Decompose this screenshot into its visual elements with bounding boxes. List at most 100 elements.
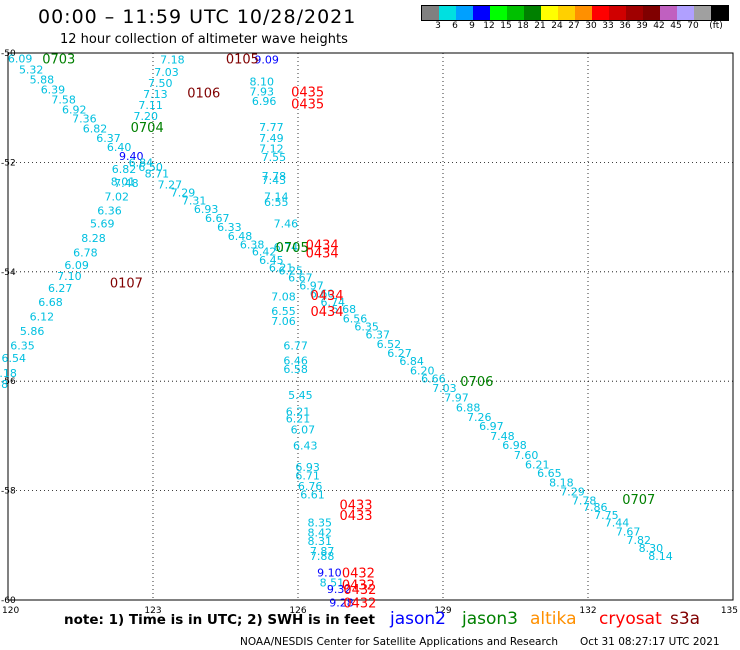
wave-height-value: 7.12 [259,143,284,156]
wave-height-value: 7.08 [271,290,296,303]
wave-height-value: 6.09 [64,259,89,272]
wave-height-values: 6.095.325.886.397.586.927.366.826.376.40… [0,52,673,609]
wave-height-value: 6.48 [228,230,253,243]
wave-height-value: 7.88 [310,550,335,563]
wave-height-value: 6.38 [240,238,265,251]
longitude-tick-label: 135 [721,606,738,616]
legend-label: 70 [687,21,699,31]
wave-height-value: 8.30 [639,542,664,555]
legend-label: 36 [619,21,631,31]
latitude-tick-label: -52 [1,158,16,168]
wave-height-value: 6.71 [295,469,320,482]
wave-height-value: 7.43 [262,174,287,187]
wave-height-value: 8.18 [549,476,574,489]
legend-label: 9 [469,21,475,31]
wave-height-value: 7.14 [264,190,289,203]
wave-height-value: 7.67 [616,526,641,539]
wave-height-value: 6.93 [194,203,219,216]
legend-swatch [626,6,643,20]
pass-time-label: 0434 [306,247,339,262]
satellite-name-jason2: jason2 [390,609,446,629]
legend-label: 30 [585,21,597,31]
legend-swatch [473,6,490,20]
legend-swatch [643,6,660,20]
wave-height-value: 6.67 [205,212,230,225]
wave-height-value: 6.35 [354,321,379,334]
legend-label: 42 [653,21,665,31]
wave-height-value: 6.07 [291,423,316,436]
map-grid [7,52,734,601]
wave-height-value: 7.55 [262,151,287,164]
wave-height-value: 8.35 [308,516,333,529]
pass-time-label: 0432 [343,597,376,612]
satellite-name-cryosat: cryosat [599,609,662,629]
legend-label: 15 [500,21,512,31]
map-axis-labels: 120 123 126 129 132 135 -50 -52 -54 -56 -58 -60 [1,49,738,616]
wave-height-value: 7.82 [627,534,652,547]
pass-time-label: 0435 [291,85,324,100]
pass-time-label: 0434 [306,238,339,253]
legend-label: 6 [452,21,458,31]
wave-height-value: 6.82 [112,163,137,176]
wave-height-value: 7.87 [310,545,335,558]
wave-height-value: 8.71 [145,167,170,180]
wave-height-value: 6.58 [0,378,8,391]
legend-label: 45 [670,21,682,31]
wave-height-value: 6.09 [8,52,33,65]
wave-height-value: 5.32 [19,63,44,76]
wave-height-value: 7.50 [148,77,173,90]
wave-height-value: 7.27 [158,178,183,191]
legend-swatch [711,6,728,20]
pass-time-label: 0432 [342,579,375,594]
wave-height-value: 9.28 [329,597,354,610]
wave-height-color-legend [421,5,729,21]
wave-height-value: 7.31 [182,195,207,208]
wave-height-value: 6.78 [73,247,98,260]
wave-height-value: 6.39 [41,84,66,97]
pass-time-label: 0707 [622,493,655,508]
wave-height-value: 6.55 [264,196,289,209]
legend-swatch [575,6,592,20]
latitude-tick-label: -58 [1,487,16,497]
wave-height-value: 5.88 [30,73,55,86]
latitude-tick-label: -56 [1,377,16,387]
wave-height-value: 6.21 [286,405,311,418]
wave-height-value: 9.40 [119,150,144,163]
wave-height-value: 6.76 [298,480,323,493]
wave-height-value: 6.84 [129,156,154,169]
legend-swatch [558,6,575,20]
wave-height-value: 9.09 [254,54,279,67]
legend-swatch [507,6,524,20]
wave-height-value: 6.93 [295,461,320,474]
wave-height-value: 6.35 [10,340,35,353]
wave-height-value: 7.20 [134,110,159,123]
wave-height-value: 6.67 [288,271,313,284]
wave-height-value: 6.12 [30,311,55,324]
wave-height-value: 7.78 [572,494,597,507]
legend-swatch [541,6,558,20]
wave-height-value: 6.40 [107,141,132,154]
legend-swatch [422,6,439,20]
pass-time-label: 0704 [131,121,164,136]
legend-label: 21 [534,21,546,31]
legend-swatch [592,6,609,20]
longitude-tick-label: 126 [289,606,306,616]
wave-height-value: 6.77 [283,340,308,353]
wave-height-value: 8.42 [308,527,333,540]
legend-label: 3 [435,21,441,31]
wave-height-value: 7.44 [605,516,630,529]
wave-height-value: 7.97 [444,392,469,405]
legend-label: 27 [568,21,580,31]
satellite-name-jason3: jason3 [462,609,518,629]
page-subtitle: 12 hour collection of altimeter wave hei… [60,32,348,47]
wave-height-value: 6.88 [456,401,481,414]
pass-time-label: 0433 [339,509,372,524]
legend-swatch [524,6,541,20]
wave-height-value: 7.36 [72,113,97,126]
legend-swatch [677,6,694,20]
wave-height-value: 7.06 [271,315,296,328]
pass-time-label: 0432 [342,567,375,582]
wave-height-value: 6.52 [377,338,402,351]
